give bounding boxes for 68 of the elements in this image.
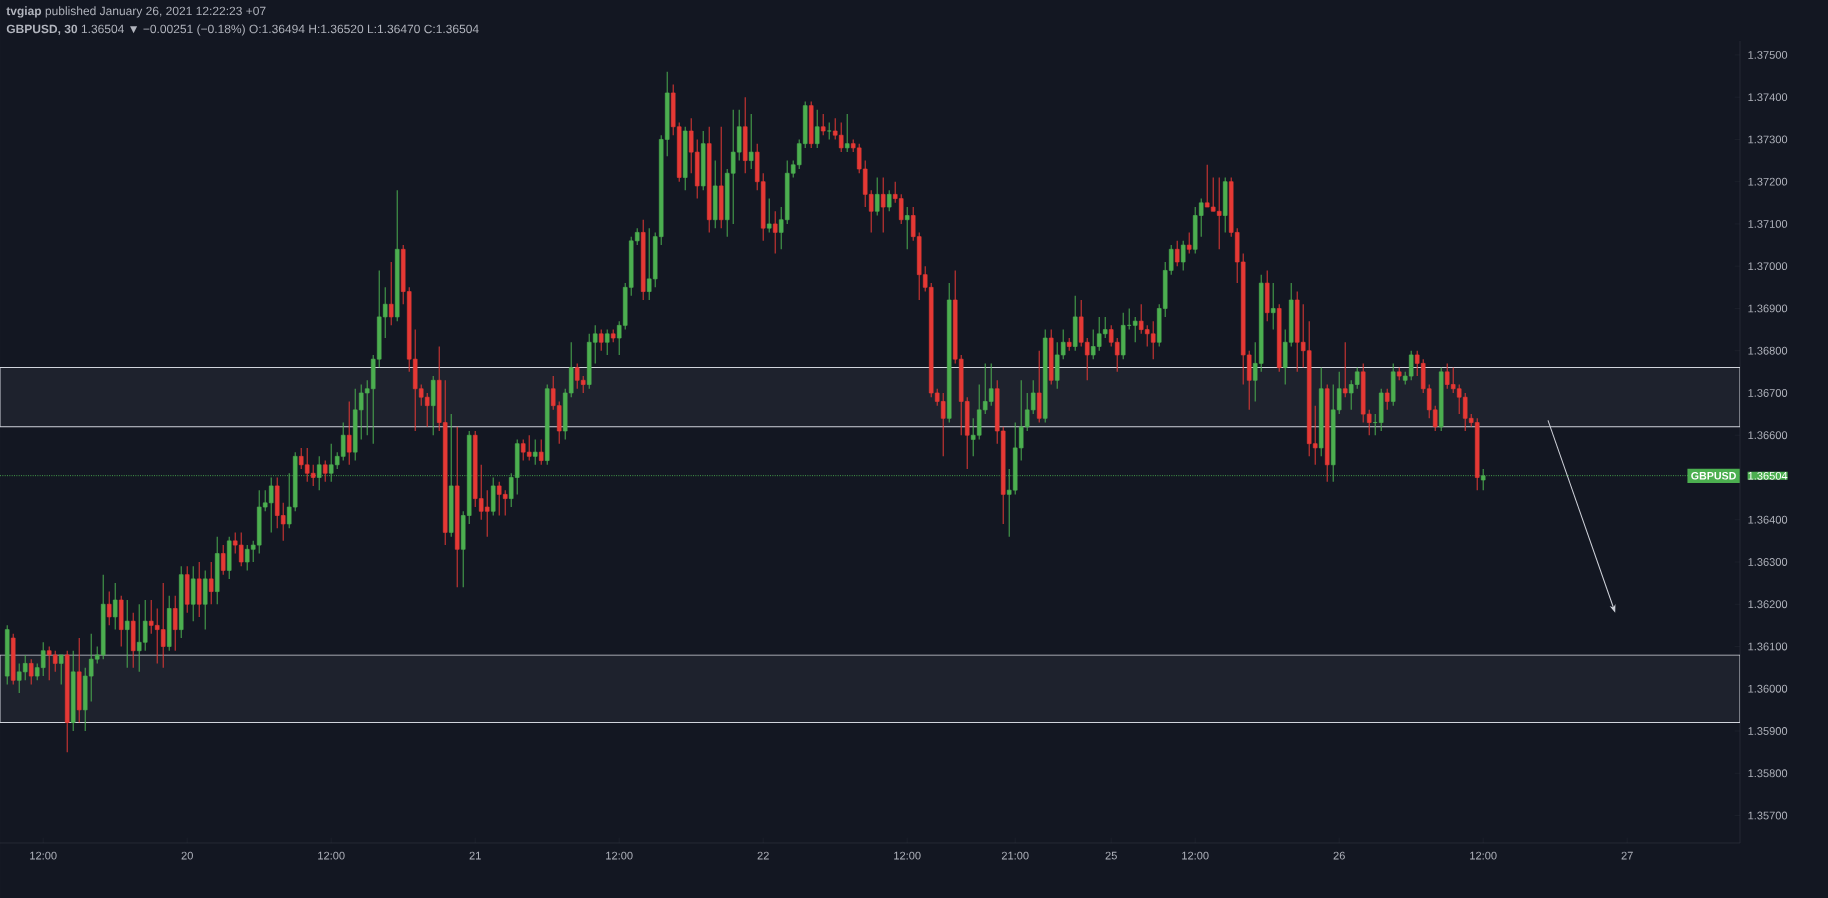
x-tick-label: 26 bbox=[1333, 851, 1345, 860]
y-tick-label: 1.36700 bbox=[1748, 389, 1788, 397]
candlestick bbox=[886, 189, 892, 212]
candlestick bbox=[208, 561, 214, 605]
candlestick bbox=[1342, 341, 1348, 398]
y-tick-label: 1.37000 bbox=[1748, 262, 1788, 271]
candlestick bbox=[58, 654, 64, 686]
y-tick-label: 1.37200 bbox=[1748, 177, 1788, 186]
candlestick bbox=[880, 176, 886, 233]
candlestick bbox=[1174, 240, 1180, 267]
candlestick bbox=[904, 206, 910, 250]
y-tick-label: 1.35900 bbox=[1748, 727, 1788, 735]
candlestick bbox=[124, 599, 130, 669]
y-tick-label: 1.36200 bbox=[1748, 600, 1788, 609]
candlestick bbox=[1270, 282, 1276, 331]
candlestick bbox=[316, 455, 322, 491]
y-tick-label: 1.37100 bbox=[1748, 220, 1788, 228]
y-tick-label: 1.36800 bbox=[1748, 346, 1788, 355]
candlestick bbox=[748, 113, 754, 170]
y-tick-label: 1.36400 bbox=[1748, 515, 1788, 524]
y-tick-label: 1.37400 bbox=[1748, 93, 1788, 102]
x-tick-label: 12:00 bbox=[318, 851, 345, 860]
candlestick bbox=[820, 113, 826, 136]
x-tick-label: 25 bbox=[1105, 851, 1117, 860]
y-tick-label: 1.36900 bbox=[1748, 304, 1788, 313]
x-tick-label: 27 bbox=[1621, 851, 1633, 860]
candlestick bbox=[814, 109, 820, 149]
candlestick bbox=[1384, 388, 1390, 411]
x-tick-label: 21:00 bbox=[1001, 851, 1029, 860]
ref-line-label: GBPUSD bbox=[1691, 472, 1736, 480]
x-tick-label: 22 bbox=[757, 851, 769, 860]
x-tick-label: 12:00 bbox=[606, 851, 633, 860]
x-tick-label: 21 bbox=[469, 851, 481, 860]
candlestick bbox=[1186, 231, 1192, 255]
candlestick bbox=[538, 438, 544, 466]
x-tick-label: 12:00 bbox=[1470, 851, 1497, 860]
y-tick-label: 1.35700 bbox=[1748, 811, 1788, 820]
candlestick bbox=[874, 176, 880, 216]
chart-subtitle: GBPUSD, 30 1.36504 ▼ −0.00251 (−0.18%) O:1.36494 H:1.36520 L:1.36470 C:1.36504 bbox=[6, 24, 479, 36]
y-tick-label: 1.36600 bbox=[1748, 431, 1788, 440]
candlestick bbox=[844, 113, 850, 153]
candlestick bbox=[532, 438, 538, 466]
candlestick bbox=[112, 582, 118, 631]
y-tick-label: 1.37500 bbox=[1748, 51, 1788, 59]
x-tick-label: 12:00 bbox=[894, 851, 921, 860]
chart-title: tvgiap published January 26, 2021 12:22:23 +07 bbox=[6, 6, 266, 18]
candlestick bbox=[106, 591, 112, 626]
candlestick bbox=[346, 400, 352, 466]
x-tick-label: 12:00 bbox=[30, 851, 57, 860]
y-tick-label: 1.36100 bbox=[1748, 642, 1788, 651]
candlestick bbox=[322, 460, 328, 483]
candlestick bbox=[172, 595, 178, 652]
candlestick bbox=[28, 658, 34, 686]
y-tick-label: 1.36300 bbox=[1748, 558, 1788, 566]
candlestick bbox=[766, 198, 772, 233]
candlestick bbox=[1180, 240, 1186, 271]
candlestick bbox=[604, 329, 610, 356]
candlestick bbox=[1132, 316, 1138, 343]
y-tick-label: 1.36000 bbox=[1748, 684, 1788, 693]
candlestick bbox=[388, 261, 394, 326]
x-tick-label: 12:00 bbox=[1182, 851, 1209, 860]
y-tick-label: 1.37300 bbox=[1748, 135, 1788, 144]
y-tick-label: 1.35800 bbox=[1748, 769, 1788, 778]
candlestick bbox=[220, 544, 226, 576]
x-tick-label: 20 bbox=[181, 851, 193, 860]
candlestick bbox=[598, 329, 604, 352]
y-tick-label: 1.36504 bbox=[1748, 471, 1788, 480]
candlestick bbox=[772, 210, 778, 255]
